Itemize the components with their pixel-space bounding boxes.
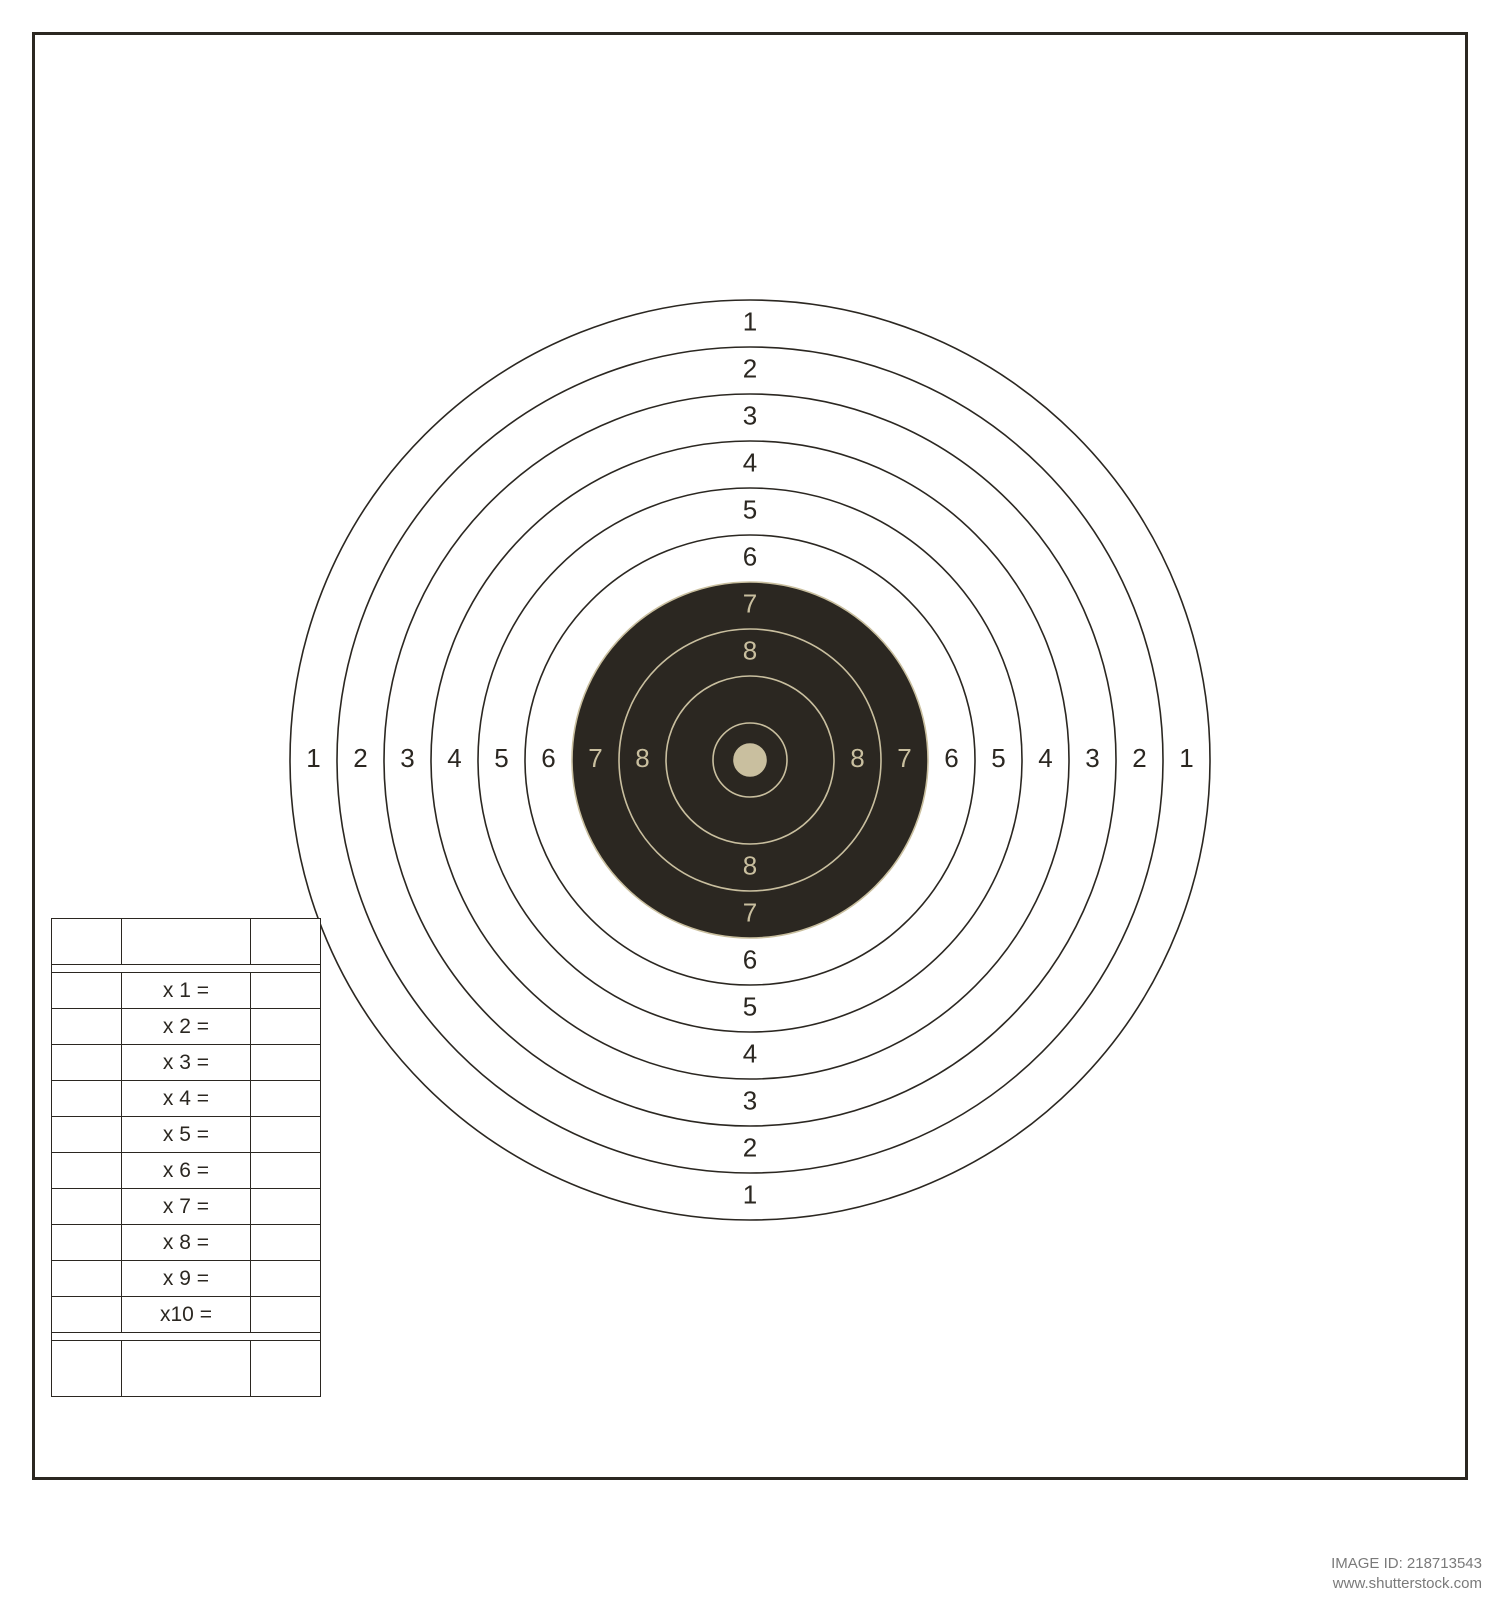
svg-text:6: 6: [743, 944, 757, 974]
svg-text:7: 7: [743, 897, 757, 927]
svg-text:6: 6: [541, 743, 555, 773]
svg-text:8: 8: [850, 743, 864, 773]
svg-text:5: 5: [494, 743, 508, 773]
svg-text:5: 5: [991, 743, 1005, 773]
svg-text:8: 8: [635, 743, 649, 773]
svg-text:5: 5: [743, 991, 757, 1021]
svg-text:4: 4: [743, 1038, 757, 1068]
svg-text:1: 1: [306, 743, 320, 773]
svg-text:1: 1: [743, 306, 757, 336]
svg-text:2: 2: [353, 743, 367, 773]
footer-site: www.shutterstock.com: [1331, 1574, 1482, 1594]
svg-text:1: 1: [1179, 743, 1193, 773]
svg-text:4: 4: [447, 743, 461, 773]
svg-text:2: 2: [1132, 743, 1146, 773]
footer-image-id: IMAGE ID: 218713543: [1331, 1554, 1482, 1574]
svg-text:5: 5: [743, 494, 757, 524]
svg-text:3: 3: [743, 400, 757, 430]
svg-text:7: 7: [897, 743, 911, 773]
svg-text:4: 4: [1038, 743, 1052, 773]
svg-text:8: 8: [743, 850, 757, 880]
svg-text:7: 7: [588, 743, 602, 773]
target-bullseye: 1 1 1 1 2 2 2 2 3 3 3 3 4 4 4 4 5 5 5 5 6 6 6 6 7 7 7 7 8 8 8 8: [250, 260, 1250, 1260]
svg-text:4: 4: [743, 447, 757, 477]
svg-text:2: 2: [743, 353, 757, 383]
svg-text:3: 3: [1085, 743, 1099, 773]
svg-text:1: 1: [743, 1179, 757, 1209]
svg-text:3: 3: [400, 743, 414, 773]
svg-text:7: 7: [743, 588, 757, 618]
page: 1 1 1 1 2 2 2 2 3 3 3 3 4 4 4 4 5 5 5 5 6 6 6 6 7 7 7 7 8 8 8 8 x 1 =x …: [0, 0, 1500, 1600]
score-table: x 1 =x 2 =x 3 =x 4 =x 5 =x 6 =x 7 =x 8 =…: [51, 918, 321, 1397]
svg-text:6: 6: [743, 541, 757, 571]
svg-text:8: 8: [743, 635, 757, 665]
svg-text:2: 2: [743, 1132, 757, 1162]
svg-text:3: 3: [743, 1085, 757, 1115]
svg-text:6: 6: [944, 743, 958, 773]
footer-watermark: IMAGE ID: 218713543 www.shutterstock.com: [1331, 1554, 1482, 1595]
